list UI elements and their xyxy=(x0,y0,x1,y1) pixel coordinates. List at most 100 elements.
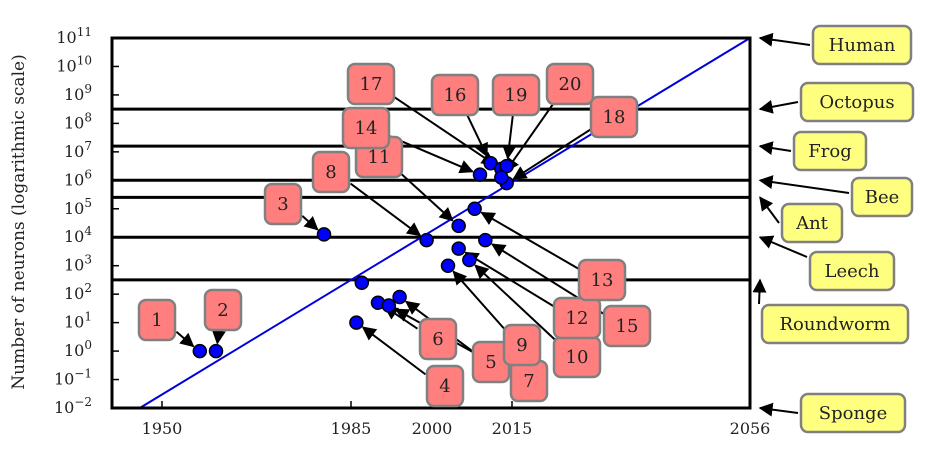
trend-line xyxy=(139,37,751,409)
pointer-arrow-8 xyxy=(349,182,422,237)
data-point-20 xyxy=(494,170,509,185)
organism-box-frog xyxy=(792,130,868,172)
data-point-10 xyxy=(462,252,477,268)
organism-arrow-ant xyxy=(759,196,780,224)
plot-frame xyxy=(110,36,752,410)
data-point-11 xyxy=(451,218,466,234)
label-text-8: 8 xyxy=(325,162,336,183)
y-tick-label: 100 xyxy=(64,338,92,360)
data-point-7 xyxy=(381,298,397,313)
label-box-8 xyxy=(311,150,351,194)
pointer-arrow-18 xyxy=(512,126,595,180)
x-tick-label: 1985 xyxy=(331,419,372,438)
y-tick-label: 109 xyxy=(64,82,92,104)
pointer-arrow-4 xyxy=(361,326,427,376)
label-text-15: 15 xyxy=(616,316,639,337)
label-text-11: 11 xyxy=(368,147,391,168)
label-text-7: 7 xyxy=(523,371,534,392)
pointer-arrow-9 xyxy=(452,270,507,332)
y-tick-label: 106 xyxy=(64,167,92,189)
label-text-20: 20 xyxy=(559,74,582,95)
x-tick-label: 2056 xyxy=(730,419,771,438)
data-point-4 xyxy=(349,315,364,330)
pointer-arrow-10 xyxy=(474,264,560,345)
organism-label-roundworm: Roundworm xyxy=(779,314,890,335)
pointer-arrow-19 xyxy=(502,114,517,160)
pointer-arrow-16 xyxy=(465,112,488,158)
organism-box-roundworm xyxy=(760,303,910,345)
organism-arrow-octopus xyxy=(758,99,799,114)
label-text-9: 9 xyxy=(516,335,527,356)
y-tick-label: 104 xyxy=(64,224,92,246)
y-tick-label: 107 xyxy=(64,139,92,161)
data-point-8 xyxy=(419,232,434,248)
label-box-17 xyxy=(346,62,396,106)
label-text-14: 14 xyxy=(355,118,378,139)
data-point-13 xyxy=(467,201,482,217)
y-tick-label: 108 xyxy=(64,110,92,132)
organism-arrow-sponge xyxy=(758,402,799,417)
label-box-15 xyxy=(602,304,652,348)
x-tick-label: 2015 xyxy=(492,419,533,438)
y-tick-label: 101 xyxy=(64,310,92,332)
label-text-13: 13 xyxy=(591,270,614,291)
y-axis-label: Number of neurons (logarithmic scale) xyxy=(9,54,29,389)
organism-arrow-roundworm xyxy=(752,278,767,305)
label-text-6: 6 xyxy=(432,329,443,350)
organism-label-sponge: Sponge xyxy=(819,403,887,424)
y-tick-label: 1010 xyxy=(56,53,92,75)
label-box-19 xyxy=(491,73,541,117)
label-text-18: 18 xyxy=(603,107,626,128)
label-box-3 xyxy=(263,182,303,226)
data-point-15 xyxy=(478,232,493,248)
data-point-14 xyxy=(472,167,488,182)
data-point-2 xyxy=(208,343,224,359)
y-tick-label: 10−2 xyxy=(54,395,92,417)
data-point-3 xyxy=(316,227,332,242)
organism-arrow-frog xyxy=(758,141,792,156)
organism-label-frog: Frog xyxy=(808,141,851,162)
label-box-14 xyxy=(341,106,391,150)
y-tick-label: 10−1 xyxy=(54,367,92,389)
organism-label-bee: Bee xyxy=(865,187,900,208)
label-text-12: 12 xyxy=(566,308,589,329)
data-point-9 xyxy=(440,258,456,273)
label-box-18 xyxy=(589,95,639,139)
pointer-arrow-3 xyxy=(301,215,319,231)
organism-box-octopus xyxy=(799,81,915,123)
label-text-17: 17 xyxy=(360,74,383,95)
x-tick-label: 1950 xyxy=(142,419,183,438)
data-point-1 xyxy=(192,343,208,359)
organism-arrow-leech xyxy=(758,235,808,258)
label-text-3: 3 xyxy=(277,194,288,215)
organism-box-sponge xyxy=(799,392,907,434)
pointer-arrow-11 xyxy=(396,169,454,222)
organism-arrow-human xyxy=(758,32,811,47)
plot-area: 10−210−110010110210310410510610710810910… xyxy=(54,24,915,438)
label-box-9 xyxy=(502,323,542,367)
y-tick-label: 102 xyxy=(64,281,92,303)
organism-label-ant: Ant xyxy=(795,213,829,234)
label-text-2: 2 xyxy=(217,300,228,321)
organism-box-leech xyxy=(808,250,896,292)
y-tick-label: 105 xyxy=(64,196,92,218)
data-point-12 xyxy=(451,241,466,256)
pointer-arrow-1 xyxy=(175,330,195,348)
label-box-20 xyxy=(545,62,595,106)
label-box-4 xyxy=(425,364,465,408)
organism-box-ant xyxy=(780,202,844,244)
label-box-6 xyxy=(418,317,458,361)
x-tick-label: 2000 xyxy=(412,419,453,438)
pointer-arrow-12 xyxy=(464,251,557,309)
organism-arrow-bee xyxy=(758,175,850,194)
pointer-arrow-20 xyxy=(505,99,557,173)
organism-label-human: Human xyxy=(829,35,896,56)
organism-box-human xyxy=(811,24,913,66)
label-text-19: 19 xyxy=(505,85,528,106)
pointer-arrow-2 xyxy=(211,329,226,345)
label-text-4: 4 xyxy=(439,376,450,397)
y-tick-label: 103 xyxy=(64,253,92,275)
data-point-5 xyxy=(392,289,407,305)
label-text-10: 10 xyxy=(566,347,589,368)
